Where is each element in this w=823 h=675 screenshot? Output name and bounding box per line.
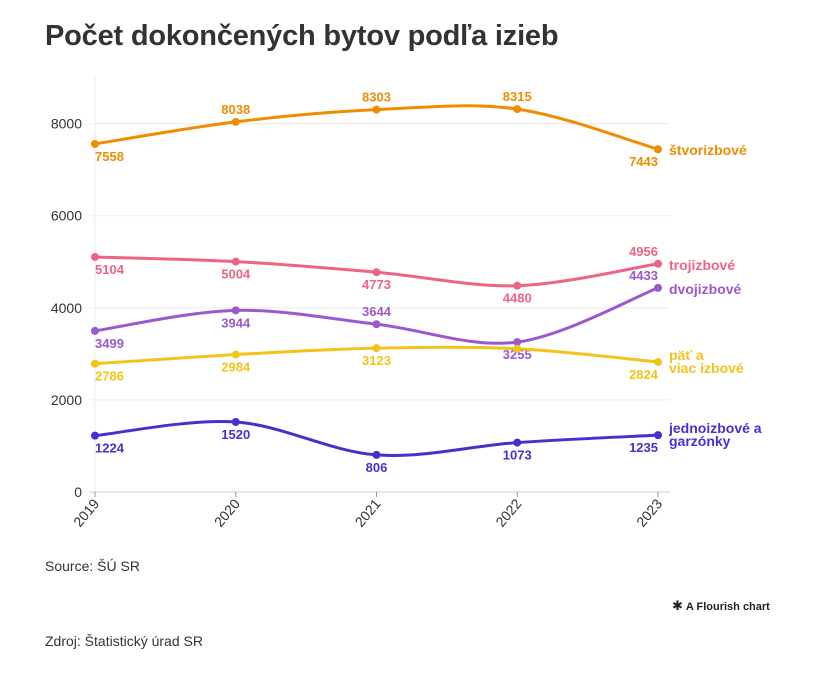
x-tick-label: 2022	[492, 495, 524, 529]
data-point	[231, 350, 240, 359]
series-name-line: štvorizbové	[669, 142, 747, 158]
data-label: 7558	[95, 149, 124, 164]
series-line	[93, 420, 660, 457]
data-point	[654, 357, 662, 366]
data-label: 3499	[95, 336, 124, 351]
series-name-label: štvorizbové	[669, 142, 747, 158]
series-name-label: päť a viac izbové	[669, 347, 744, 376]
data-label: 2824	[629, 367, 659, 382]
data-label: 5104	[95, 262, 125, 277]
data-label: 8315	[503, 89, 532, 104]
data-label: 1235	[629, 440, 658, 455]
data-label: 1224	[95, 441, 125, 456]
data-point	[513, 438, 522, 447]
data-point	[654, 259, 662, 268]
data-point	[372, 268, 381, 277]
y-tick-label: 0	[74, 484, 82, 500]
data-point	[372, 344, 381, 353]
series-name-label: dvojizbové	[669, 281, 742, 297]
data-point	[91, 431, 99, 440]
y-tick-label: 8000	[51, 116, 82, 132]
data-point	[91, 359, 99, 368]
data-point	[372, 320, 381, 329]
data-label: 4433	[629, 268, 658, 283]
data-label: 7443	[629, 154, 658, 169]
flourish-star-icon: ✱	[672, 598, 683, 613]
data-label: 4956	[629, 244, 658, 259]
data-label: 3255	[503, 347, 532, 362]
series-name-label: jednoizbové a garzónky	[668, 420, 762, 449]
data-point	[231, 418, 240, 427]
data-point	[513, 338, 522, 347]
data-point	[91, 139, 99, 148]
y-tick-label: 4000	[51, 300, 82, 316]
data-point	[91, 326, 99, 335]
x-tick-label: 2019	[70, 495, 102, 529]
data-label: 1520	[221, 427, 250, 442]
data-point	[231, 257, 240, 266]
series-name-line: garzónky	[669, 433, 731, 449]
data-label: 3944	[221, 315, 251, 330]
data-label: 2984	[221, 360, 251, 375]
data-label: 4480	[503, 291, 532, 306]
series-name-label: trojizbové	[669, 257, 735, 273]
data-label: 1073	[503, 448, 532, 463]
data-point	[654, 431, 662, 440]
data-label: 3644	[362, 304, 392, 319]
footer-source: Zdroj: Štatistický úrad SR	[45, 633, 203, 649]
series-name-line: päť a	[669, 347, 704, 363]
data-label: 8303	[362, 90, 391, 105]
y-tick-label: 2000	[51, 392, 82, 408]
data-point	[231, 306, 240, 315]
flourish-credit[interactable]: ✱ A Flourish chart	[672, 598, 770, 614]
data-point	[91, 252, 99, 261]
data-point	[231, 117, 240, 126]
data-point	[654, 145, 662, 154]
data-point	[513, 344, 522, 353]
source-note: Source: ŠÚ SR	[45, 558, 140, 574]
y-tick-label: 6000	[51, 208, 82, 224]
series-name-line: viac izbové	[669, 360, 744, 376]
data-label: 3123	[362, 353, 391, 368]
x-tick-label: 2023	[633, 495, 665, 529]
data-point	[513, 281, 522, 290]
series-name-line: trojizbové	[669, 257, 735, 273]
data-point	[654, 283, 662, 292]
data-label: 2786	[95, 369, 124, 384]
series-name-line: dvojizbové	[669, 281, 742, 297]
data-label: 5004	[221, 267, 251, 282]
data-label: 806	[366, 460, 388, 475]
chart-title: Počet dokončených bytov podľa izieb	[45, 20, 559, 52]
data-label: 8038	[221, 102, 250, 117]
data-label: 4773	[362, 277, 391, 292]
x-tick-label: 2020	[211, 495, 243, 529]
data-point	[372, 105, 381, 114]
data-point	[372, 450, 381, 459]
flourish-credit-label: A Flourish chart	[685, 601, 770, 613]
x-tick-label: 2021	[352, 495, 384, 529]
data-point	[513, 105, 522, 114]
series-name-line: jednoizbové a	[668, 420, 762, 436]
line-chart: 0 2000 4000 6000 8000 2019 2020 2021 2022 2023 755…	[51, 75, 762, 530]
